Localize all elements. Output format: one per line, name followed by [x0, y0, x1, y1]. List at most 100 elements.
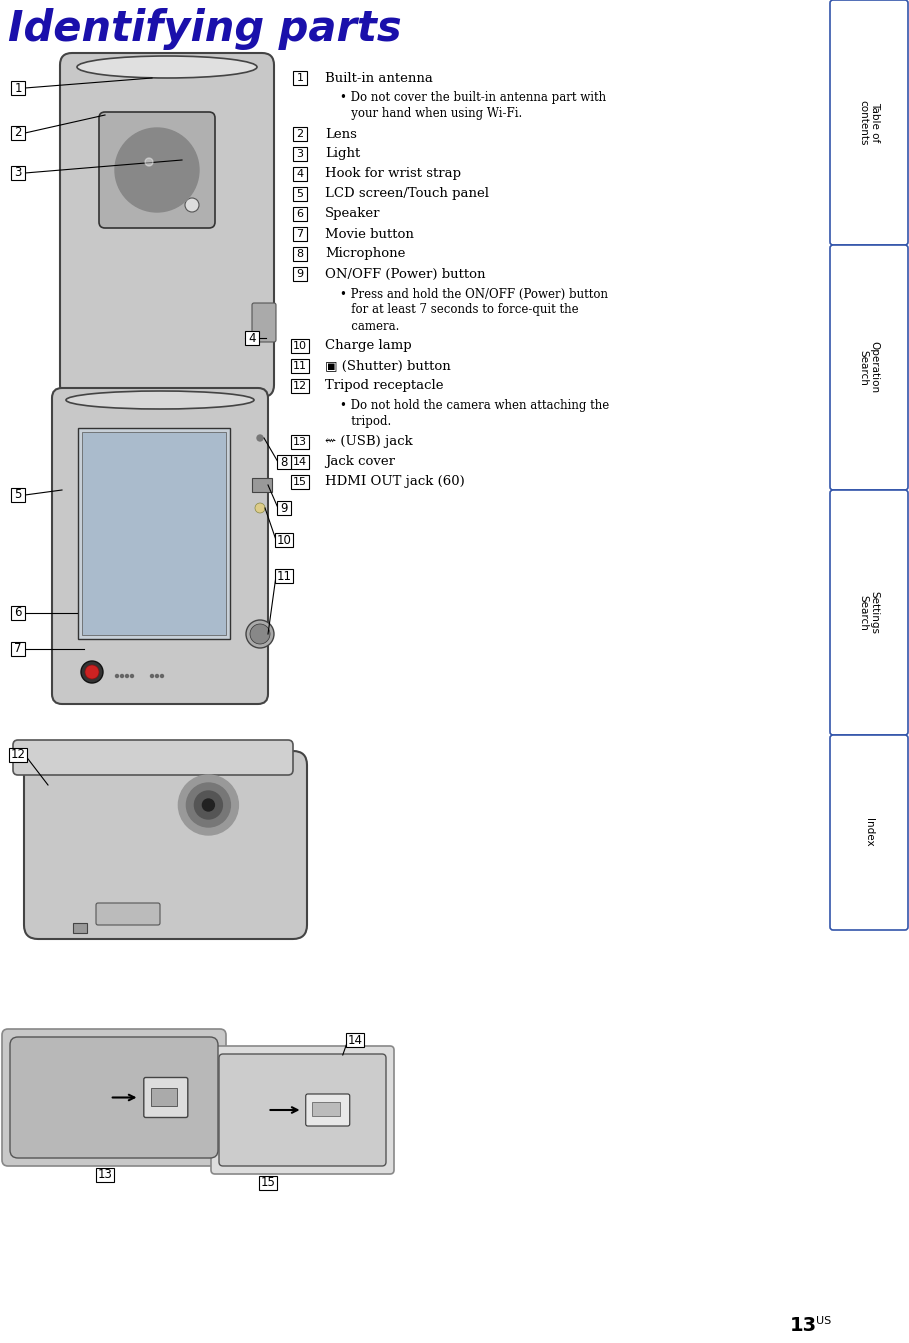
FancyBboxPatch shape	[2, 1029, 226, 1166]
Bar	[275, 569, 293, 583]
Text: Tripod receptacle: Tripod receptacle	[325, 380, 444, 392]
Text: 3: 3	[296, 149, 304, 158]
Circle shape	[151, 674, 154, 677]
FancyBboxPatch shape	[13, 740, 293, 775]
Text: 7: 7	[296, 230, 304, 239]
Text: 13: 13	[293, 436, 307, 447]
Bar	[293, 71, 307, 85]
Text: 2: 2	[296, 129, 304, 138]
FancyBboxPatch shape	[305, 1095, 350, 1125]
Bar	[291, 455, 309, 469]
Text: 6: 6	[15, 607, 22, 619]
Text: Jack cover: Jack cover	[325, 455, 395, 469]
Bar	[275, 533, 293, 547]
Circle shape	[186, 783, 230, 827]
Text: Settings
Search: Settings Search	[858, 591, 880, 634]
Bar	[9, 748, 27, 761]
Text: 15: 15	[293, 477, 307, 488]
FancyBboxPatch shape	[830, 244, 908, 490]
Text: 7: 7	[15, 642, 22, 655]
Text: 10: 10	[276, 533, 292, 547]
Text: • Do not cover the built-in antenna part with: • Do not cover the built-in antenna part…	[340, 91, 606, 105]
Text: 13: 13	[790, 1316, 817, 1335]
Bar	[252, 478, 272, 492]
Bar	[259, 1176, 277, 1190]
Text: 4: 4	[296, 169, 304, 179]
Text: HDMI OUT jack (60): HDMI OUT jack (60)	[325, 475, 464, 489]
Ellipse shape	[66, 391, 254, 410]
Text: 1: 1	[296, 73, 304, 83]
Circle shape	[152, 165, 162, 175]
Text: 11: 11	[276, 569, 292, 583]
Text: 5: 5	[296, 189, 304, 199]
Text: your hand when using Wi-Fi.: your hand when using Wi-Fi.	[340, 107, 523, 121]
Text: 14: 14	[347, 1034, 363, 1046]
FancyBboxPatch shape	[830, 0, 908, 244]
Circle shape	[250, 624, 270, 645]
FancyBboxPatch shape	[52, 388, 268, 704]
Text: Movie button: Movie button	[325, 227, 414, 240]
Bar	[312, 1103, 340, 1116]
Circle shape	[115, 674, 118, 677]
Bar	[11, 81, 25, 95]
Text: • Do not hold the camera when attaching the: • Do not hold the camera when attaching …	[340, 399, 609, 412]
FancyBboxPatch shape	[830, 735, 908, 929]
Text: ▣ (Shutter) button: ▣ (Shutter) button	[325, 360, 451, 372]
Text: 13: 13	[97, 1168, 113, 1182]
Text: Charge lamp: Charge lamp	[325, 340, 412, 352]
FancyBboxPatch shape	[830, 490, 908, 735]
Circle shape	[124, 137, 190, 203]
Circle shape	[246, 620, 274, 649]
Bar	[78, 428, 230, 639]
Text: 15: 15	[261, 1176, 275, 1190]
Circle shape	[131, 674, 134, 677]
FancyBboxPatch shape	[96, 902, 160, 925]
Text: tripod.: tripod.	[340, 415, 391, 428]
Text: • Press and hold the ON/OFF (Power) button: • Press and hold the ON/OFF (Power) butt…	[340, 287, 608, 301]
Bar	[11, 606, 25, 620]
Circle shape	[145, 158, 169, 183]
FancyBboxPatch shape	[60, 52, 274, 398]
FancyBboxPatch shape	[211, 1046, 394, 1174]
Text: Microphone: Microphone	[325, 247, 405, 261]
Circle shape	[81, 661, 103, 684]
FancyBboxPatch shape	[24, 751, 307, 939]
FancyBboxPatch shape	[219, 1054, 386, 1166]
Circle shape	[121, 674, 124, 677]
Text: ⇜ (USB) jack: ⇜ (USB) jack	[325, 435, 413, 449]
Bar	[277, 501, 291, 514]
Bar	[11, 488, 25, 502]
Bar	[277, 455, 291, 469]
Text: 12: 12	[11, 748, 25, 761]
Text: Identifying parts: Identifying parts	[8, 8, 402, 50]
Text: Operation
Search: Operation Search	[858, 341, 880, 393]
Bar	[293, 267, 307, 281]
Text: 9: 9	[296, 269, 304, 279]
Bar	[293, 167, 307, 181]
Circle shape	[195, 791, 223, 819]
Text: for at least 7 seconds to force-quit the: for at least 7 seconds to force-quit the	[340, 304, 579, 317]
Text: Index: Index	[864, 818, 874, 847]
Circle shape	[178, 775, 238, 835]
Bar	[346, 1033, 364, 1048]
Text: Speaker: Speaker	[325, 208, 381, 220]
Circle shape	[257, 435, 263, 441]
Text: 14: 14	[293, 457, 307, 467]
Bar	[73, 923, 87, 933]
Text: 12: 12	[293, 381, 307, 391]
Bar	[96, 1168, 114, 1182]
Text: 2: 2	[15, 126, 22, 140]
Text: 9: 9	[280, 501, 288, 514]
Bar	[11, 642, 25, 655]
Text: Hook for wrist strap: Hook for wrist strap	[325, 168, 461, 180]
Text: 10: 10	[293, 341, 307, 351]
Bar	[11, 126, 25, 140]
Bar	[293, 207, 307, 222]
Bar	[293, 146, 307, 161]
Text: 3: 3	[15, 167, 22, 180]
Text: 8: 8	[280, 455, 287, 469]
Text: US: US	[816, 1316, 831, 1326]
Circle shape	[85, 665, 99, 680]
Circle shape	[125, 674, 128, 677]
Text: 11: 11	[293, 361, 307, 371]
